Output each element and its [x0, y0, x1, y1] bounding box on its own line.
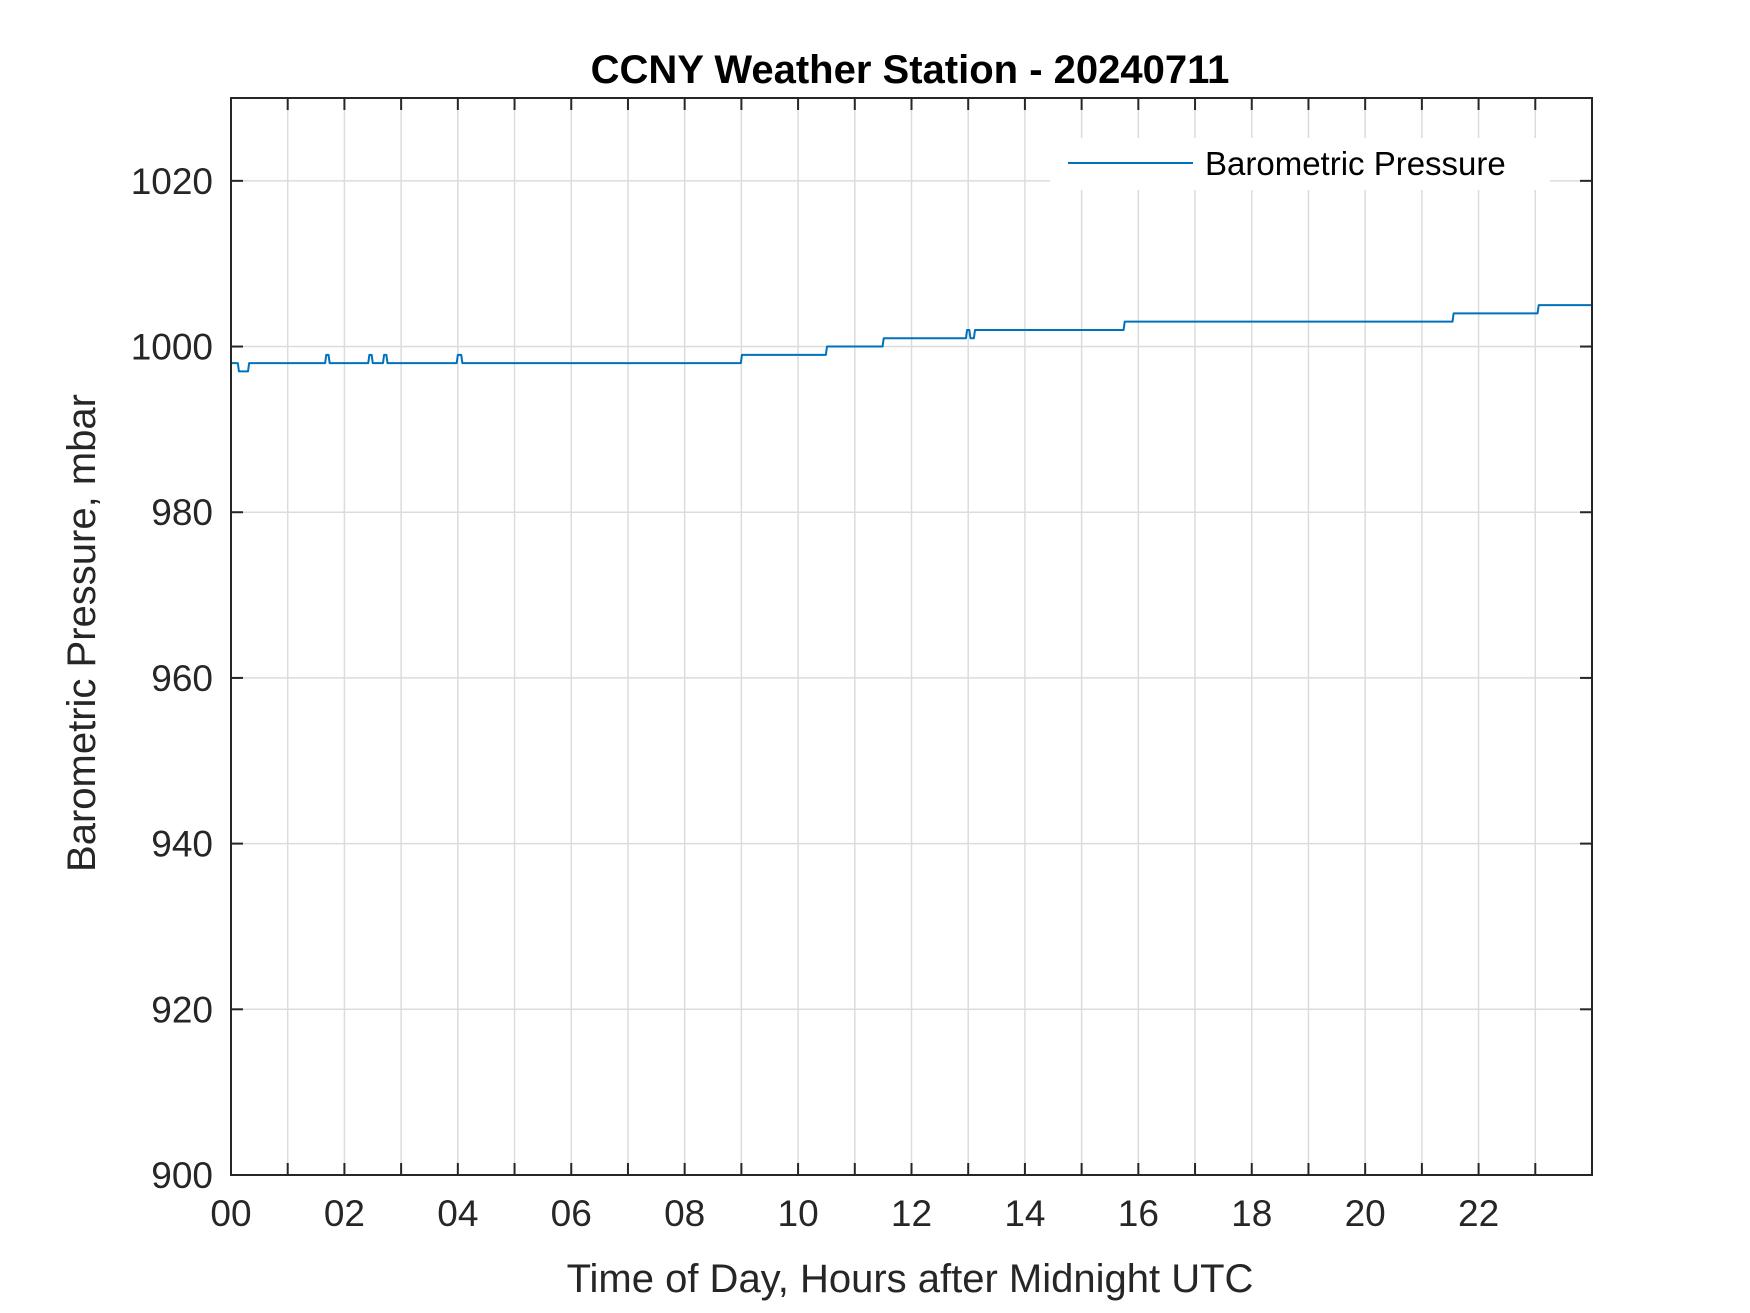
x-tick-label: 02	[324, 1193, 365, 1234]
x-tick-label: 16	[1118, 1193, 1159, 1234]
chart-title: CCNY Weather Station - 20240711	[591, 48, 1230, 92]
ticks: 00 02 04 06 08 10 12 14 16 18 20 22 900 920 940 960 980 1…	[131, 98, 1593, 1234]
y-tick-label: 900	[151, 1155, 213, 1196]
y-tick-label: 940	[151, 824, 213, 865]
x-tick-label: 00	[210, 1193, 251, 1234]
y-tick-label: 980	[151, 492, 213, 533]
series-layer	[231, 304, 1592, 373]
legend: Barometric Pressure	[1050, 138, 1550, 190]
x-tick-label: 10	[778, 1193, 819, 1234]
x-axis-label: Time of Day, Hours after Midnight UTC	[567, 1257, 1254, 1301]
y-axis-label: Barometric Pressure, mbar	[60, 394, 104, 872]
x-tick-label: 18	[1231, 1193, 1272, 1234]
y-tick-label: 960	[151, 658, 213, 699]
legend-label: Barometric Pressure	[1205, 145, 1506, 182]
x-tick-label: 14	[1004, 1193, 1045, 1234]
y-tick-label: 920	[151, 989, 213, 1030]
y-tick-label: 1000	[131, 327, 213, 368]
x-tick-label: 08	[664, 1193, 705, 1234]
x-tick-label: 20	[1345, 1193, 1386, 1234]
x-tick-label: 22	[1458, 1193, 1499, 1234]
x-tick-label: 04	[437, 1193, 478, 1234]
x-tick-label: 12	[891, 1193, 932, 1234]
x-tick-label: 06	[551, 1193, 592, 1234]
series-line-barometric-pressure	[231, 304, 1592, 373]
y-tick-label: 1020	[131, 161, 213, 202]
